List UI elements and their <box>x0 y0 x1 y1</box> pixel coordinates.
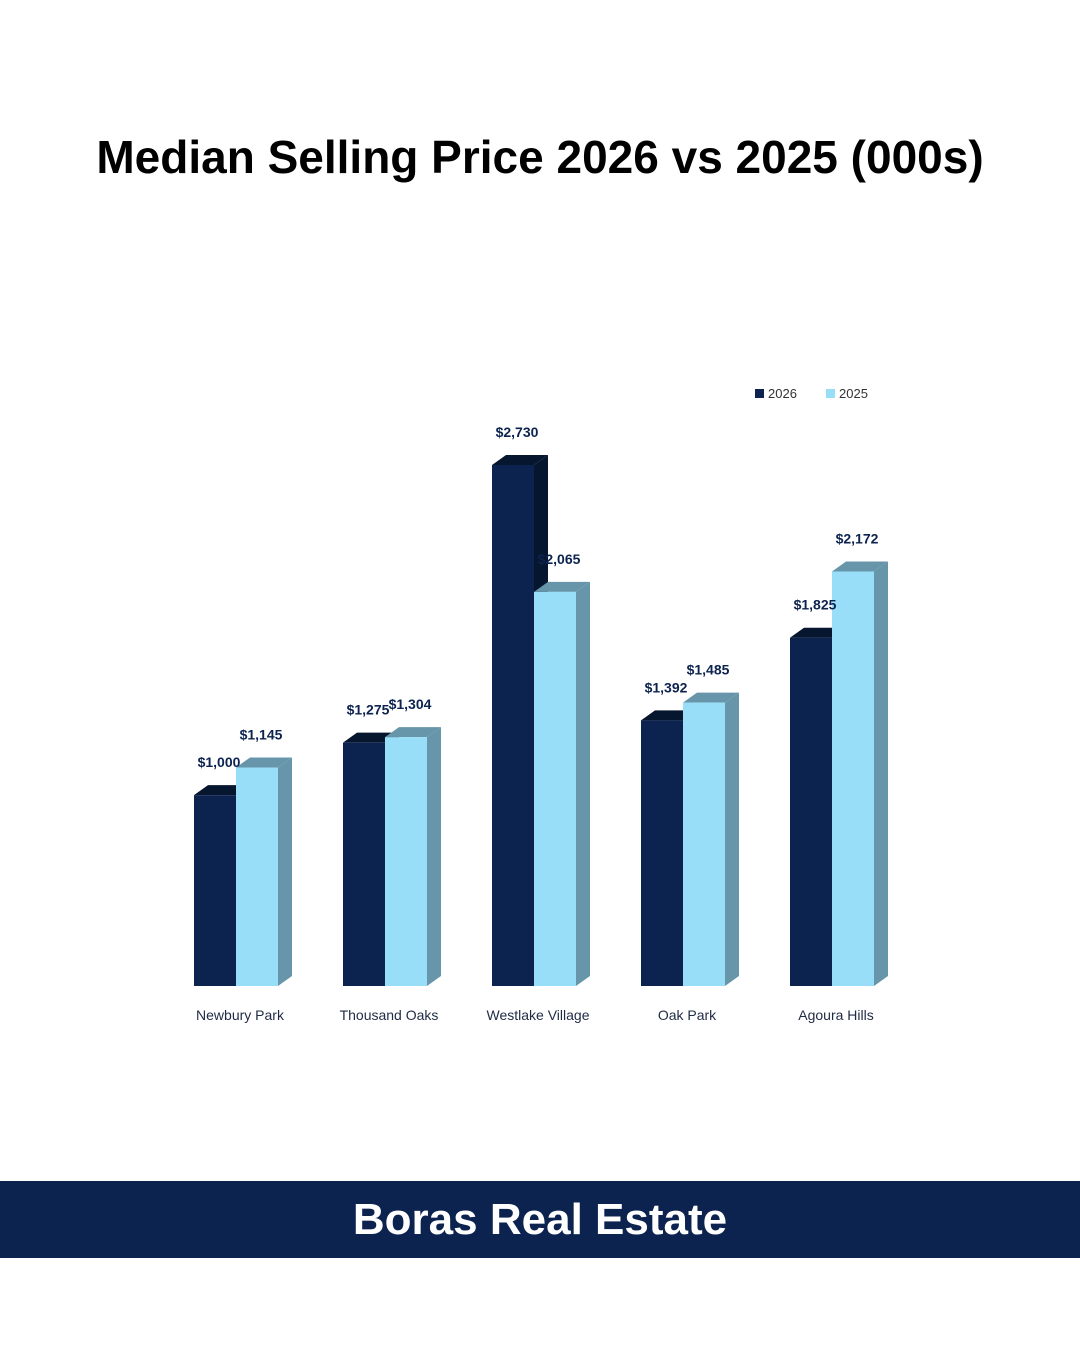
bar-front-face <box>534 591 576 986</box>
data-label-2026-oak-park: $1,392 <box>645 679 688 695</box>
bar-top-face <box>832 561 888 572</box>
page-title: Median Selling Price 2026 vs 2025 (000s) <box>96 131 984 183</box>
legend-label-2026: 2026 <box>768 386 797 401</box>
bar-side-face <box>278 757 292 986</box>
bar-2025-newbury-park <box>236 757 292 986</box>
data-label-2025-westlake-village: $2,065 <box>538 551 581 567</box>
bar-front-face <box>790 637 832 986</box>
bar-front-face <box>641 720 683 986</box>
bar-front-face <box>385 737 427 986</box>
category-label-agoura-hills: Agoura Hills <box>798 1007 873 1023</box>
data-label-2026-westlake-village: $2,730 <box>496 424 539 440</box>
legend-swatch-2025 <box>826 389 835 398</box>
bar-side-face <box>874 561 888 986</box>
bars-layer <box>194 455 888 986</box>
category-label-newbury-park: Newbury Park <box>196 1007 285 1023</box>
footer-banner: Boras Real Estate <box>0 1181 1080 1258</box>
bar-top-face <box>683 692 739 703</box>
bar-side-face <box>427 727 441 986</box>
data-labels-layer: $1,000 $1,145 $1,275 $1,304 $2,730 $2,065 $1,3… <box>198 424 879 770</box>
bar-2025-westlake-village <box>534 581 590 986</box>
bar-front-face <box>832 571 874 986</box>
bar-side-face <box>725 692 739 986</box>
data-label-2026-agoura-hills: $1,825 <box>794 597 837 613</box>
legend-swatch-2026 <box>755 389 764 398</box>
bar-front-face <box>194 795 236 986</box>
bar-front-face <box>683 702 725 986</box>
data-label-2025-thousand-oaks: $1,304 <box>389 696 432 712</box>
category-label-oak-park: Oak Park <box>658 1007 717 1023</box>
category-label-thousand-oaks: Thousand Oaks <box>340 1007 439 1023</box>
bar-top-face <box>236 757 292 768</box>
bar-2025-agoura-hills <box>832 561 888 986</box>
legend-item-2026: 2026 <box>755 386 797 401</box>
footer-brand-text: Boras Real Estate <box>352 1194 728 1244</box>
bar-top-face <box>385 727 441 738</box>
data-label-2026-thousand-oaks: $1,275 <box>347 702 390 718</box>
data-label-2025-oak-park: $1,485 <box>687 662 730 678</box>
data-label-2025-newbury-park: $1,145 <box>240 726 283 742</box>
legend-label-2025: 2025 <box>839 386 868 401</box>
bar-2025-thousand-oaks <box>385 727 441 986</box>
data-label-2026-newbury-park: $1,000 <box>198 754 241 770</box>
legend-item-2025: 2025 <box>826 386 868 401</box>
bar-side-face <box>576 581 590 986</box>
bar-front-face <box>492 465 534 986</box>
category-labels-layer: Newbury Park Thousand Oaks Westlake Villag… <box>196 1007 874 1023</box>
category-label-westlake-village: Westlake Village <box>487 1007 590 1023</box>
legend: 2026 2025 <box>755 386 868 401</box>
bar-top-face <box>492 455 548 465</box>
bar-front-face <box>236 767 278 986</box>
bar-top-face <box>534 581 590 592</box>
bar-front-face <box>343 742 385 986</box>
data-label-2025-agoura-hills: $2,172 <box>836 530 879 546</box>
bar-2025-oak-park <box>683 692 739 986</box>
